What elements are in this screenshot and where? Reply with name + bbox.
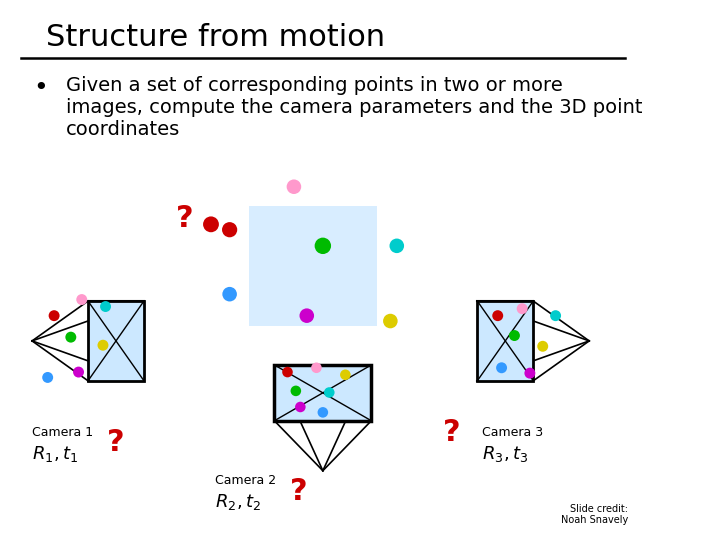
Point	[294, 403, 306, 411]
Point	[323, 388, 335, 397]
Text: Camera 1: Camera 1	[32, 426, 94, 438]
Point	[205, 220, 217, 228]
Text: Slide credit:
Noah Snavely: Slide credit: Noah Snavely	[561, 504, 629, 525]
Point	[76, 295, 88, 304]
Point	[391, 241, 402, 250]
Text: ?: ?	[289, 477, 307, 506]
Point	[224, 225, 235, 234]
Text: •: •	[34, 76, 48, 99]
Text: $R_2, t_2$: $R_2, t_2$	[215, 492, 261, 512]
Point	[290, 387, 302, 395]
Point	[65, 333, 76, 341]
Point	[288, 183, 300, 191]
Text: $R_1, t_1$: $R_1, t_1$	[32, 444, 78, 464]
Text: $R_3, t_3$: $R_3, t_3$	[482, 444, 528, 464]
Text: Camera 3: Camera 3	[482, 426, 544, 438]
Point	[496, 363, 508, 372]
Point	[310, 363, 322, 372]
Point	[340, 370, 351, 379]
Point	[384, 317, 396, 326]
Point	[492, 312, 503, 320]
Point	[42, 373, 53, 382]
Point	[317, 241, 328, 250]
Polygon shape	[88, 301, 144, 381]
Text: ?: ?	[176, 205, 194, 233]
Point	[100, 302, 112, 311]
Point	[301, 312, 312, 320]
Point	[317, 408, 328, 417]
Polygon shape	[274, 365, 372, 421]
Polygon shape	[477, 301, 534, 381]
Point	[48, 312, 60, 320]
Text: ?: ?	[443, 418, 460, 447]
Text: Structure from motion: Structure from motion	[46, 23, 385, 52]
Point	[73, 368, 84, 376]
Point	[97, 341, 109, 349]
Text: ?: ?	[107, 428, 125, 457]
Text: Camera 2: Camera 2	[215, 474, 276, 487]
Bar	[249, 206, 377, 326]
Point	[509, 331, 521, 340]
Point	[282, 368, 293, 376]
Point	[516, 305, 528, 313]
Point	[550, 312, 562, 320]
Text: Given a set of corresponding points in two or more
images, compute the camera pa: Given a set of corresponding points in t…	[66, 76, 642, 139]
Point	[224, 290, 235, 299]
Point	[537, 342, 549, 350]
Point	[524, 369, 536, 377]
